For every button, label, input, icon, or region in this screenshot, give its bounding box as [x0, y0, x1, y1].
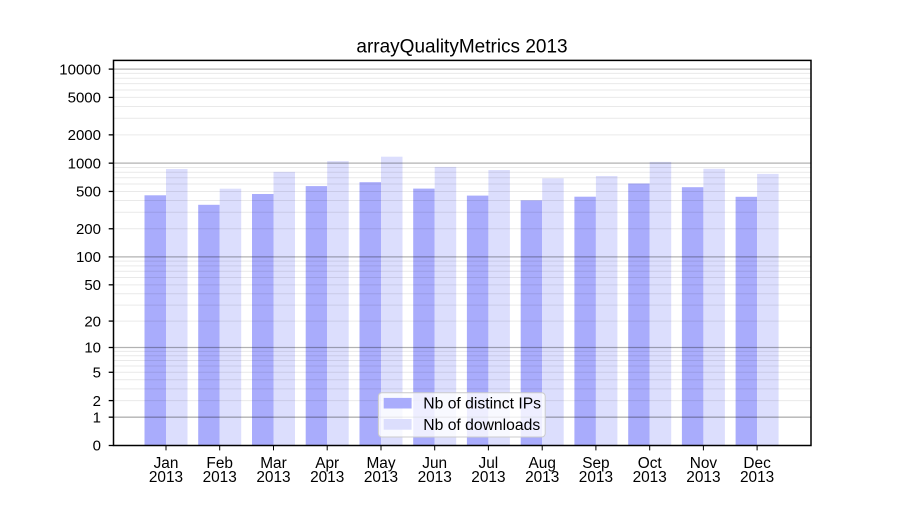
svg-text:Oct: Oct [638, 455, 663, 472]
svg-text:5: 5 [93, 364, 101, 381]
svg-text:Aug: Aug [529, 455, 556, 472]
svg-text:500: 500 [76, 184, 101, 201]
svg-text:Mar: Mar [260, 455, 287, 472]
svg-text:Nb of distinct IPs: Nb of distinct IPs [423, 395, 541, 412]
svg-text:5000: 5000 [68, 90, 101, 107]
svg-text:100: 100 [76, 249, 101, 266]
svg-text:200: 200 [76, 221, 101, 238]
svg-text:Jan: Jan [154, 455, 179, 472]
svg-text:Dec: Dec [743, 455, 771, 472]
svg-text:arrayQualityMetrics 2013: arrayQualityMetrics 2013 [356, 37, 567, 58]
svg-text:2000: 2000 [68, 127, 101, 144]
svg-text:2013: 2013 [740, 469, 774, 486]
svg-text:Apr: Apr [315, 455, 339, 472]
svg-text:2013: 2013 [633, 469, 667, 486]
svg-text:1: 1 [93, 409, 101, 426]
svg-text:1000: 1000 [68, 155, 101, 172]
svg-text:20: 20 [84, 313, 101, 330]
svg-text:50: 50 [84, 277, 101, 294]
svg-text:Sep: Sep [582, 455, 609, 472]
svg-text:10: 10 [84, 340, 101, 357]
svg-text:2013: 2013 [364, 469, 398, 486]
svg-text:2013: 2013 [310, 469, 344, 486]
svg-text:2013: 2013 [203, 469, 237, 486]
svg-text:Jul: Jul [479, 455, 499, 472]
svg-text:Feb: Feb [206, 455, 233, 472]
svg-text:Nov: Nov [690, 455, 718, 472]
svg-text:10000: 10000 [59, 61, 101, 78]
svg-text:May: May [366, 455, 395, 472]
svg-text:2013: 2013 [471, 469, 505, 486]
svg-text:2013: 2013 [256, 469, 290, 486]
svg-text:Nb of downloads: Nb of downloads [423, 417, 540, 434]
svg-text:0: 0 [93, 438, 101, 455]
svg-text:2013: 2013 [149, 469, 183, 486]
svg-text:Jun: Jun [422, 455, 447, 472]
svg-text:2: 2 [93, 393, 101, 410]
svg-text:2013: 2013 [686, 469, 720, 486]
svg-text:2013: 2013 [525, 469, 559, 486]
svg-text:2013: 2013 [418, 469, 452, 486]
svg-text:2013: 2013 [579, 469, 613, 486]
